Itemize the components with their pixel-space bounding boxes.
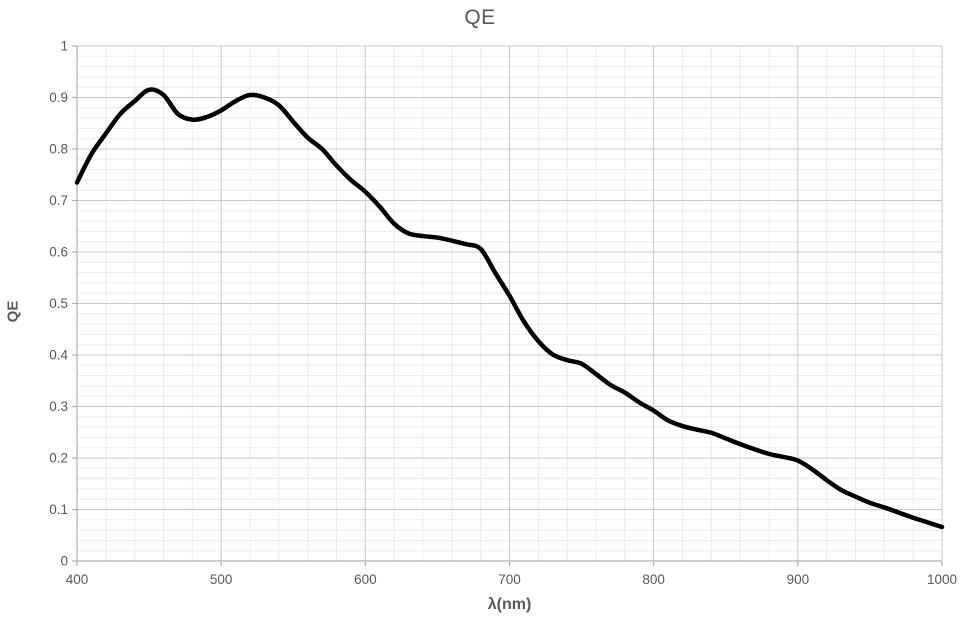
x-tick-label: 700	[498, 572, 521, 587]
x-tick-label: 900	[787, 572, 810, 587]
y-tick-label: 0.2	[49, 451, 68, 466]
chart-title: QE	[464, 6, 496, 29]
y-tick-label: 0	[60, 554, 68, 569]
x-tick-label: 400	[66, 572, 89, 587]
qe-curve	[74, 87, 945, 530]
y-tick-label: 0.5	[49, 296, 68, 311]
y-axis-title: QE	[4, 300, 22, 323]
x-axis-title: λ(nm)	[487, 596, 532, 613]
y-tick-label: 0.1	[49, 502, 68, 517]
x-tick-label: 600	[354, 572, 377, 587]
y-tick-label: 0.8	[49, 142, 68, 157]
y-tick-label: 0.6	[49, 245, 68, 260]
x-tick-label: 800	[642, 572, 665, 587]
y-tick-label: 0.3	[49, 399, 68, 414]
y-tick-label: 0.9	[49, 90, 68, 105]
y-tick-label: 1	[60, 39, 68, 54]
y-tick-label: 0.4	[49, 348, 68, 363]
x-tick-label: 500	[210, 572, 233, 587]
y-tick-label: 0.7	[49, 193, 68, 208]
x-tick-label: 1000	[927, 572, 957, 587]
